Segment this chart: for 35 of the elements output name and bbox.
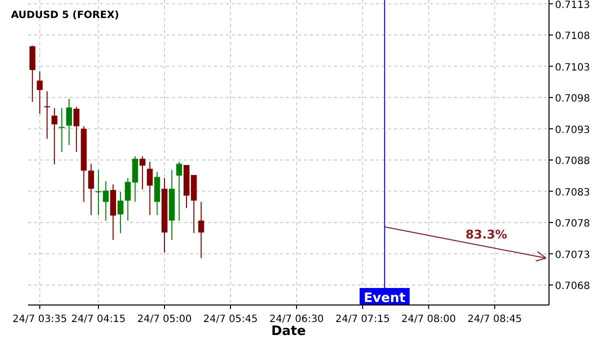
x-tick-label: 24/7 03:35 xyxy=(12,314,67,325)
x-tick-label: 24/7 08:00 xyxy=(401,314,456,325)
x-tick-label: 24/7 06:30 xyxy=(269,314,324,325)
candlestick xyxy=(36,70,43,114)
candlestick xyxy=(198,201,204,259)
candlestick xyxy=(58,108,65,152)
y-tick-label: 0.7103 xyxy=(555,62,590,74)
candlestick xyxy=(140,156,146,190)
y-tick-label: 0.7068 xyxy=(555,281,590,292)
x-tick-label: 24/7 08:45 xyxy=(467,314,522,325)
y-tick-label: 0.7078 xyxy=(555,218,590,230)
candlestick xyxy=(29,45,36,102)
candlestick xyxy=(176,161,182,222)
x-tick-label: 24/7 04:15 xyxy=(71,314,126,325)
x-axis-title: Date xyxy=(271,324,306,339)
text: AUDUSD 5 (FOREX) xyxy=(11,10,120,21)
y-tick-label: 0.7108 xyxy=(555,31,590,42)
candlestick xyxy=(73,106,80,152)
candlestick xyxy=(51,108,58,165)
candlestick xyxy=(118,191,124,234)
y-tick-label: 0.7113 xyxy=(555,0,590,11)
candlestick xyxy=(66,98,72,146)
x-tick-label: 24/7 07:15 xyxy=(335,314,390,325)
y-tick-label: 0.7093 xyxy=(555,124,590,136)
y-tick-label: 0.7083 xyxy=(555,187,590,198)
y-tick-label: 0.7088 xyxy=(555,156,590,167)
ref-line-label: Event xyxy=(364,291,406,306)
x-tick-label: 24/7 05:45 xyxy=(203,314,258,325)
candlestick xyxy=(44,90,50,140)
candlestick xyxy=(146,161,153,216)
annotation: 83.3% xyxy=(466,228,508,242)
x-tick-label: 24/7 05:00 xyxy=(137,314,192,325)
y-tick-label: 0.7098 xyxy=(555,94,590,104)
y-tick-label: 0.7073 xyxy=(555,250,590,261)
candlestick xyxy=(88,163,94,216)
